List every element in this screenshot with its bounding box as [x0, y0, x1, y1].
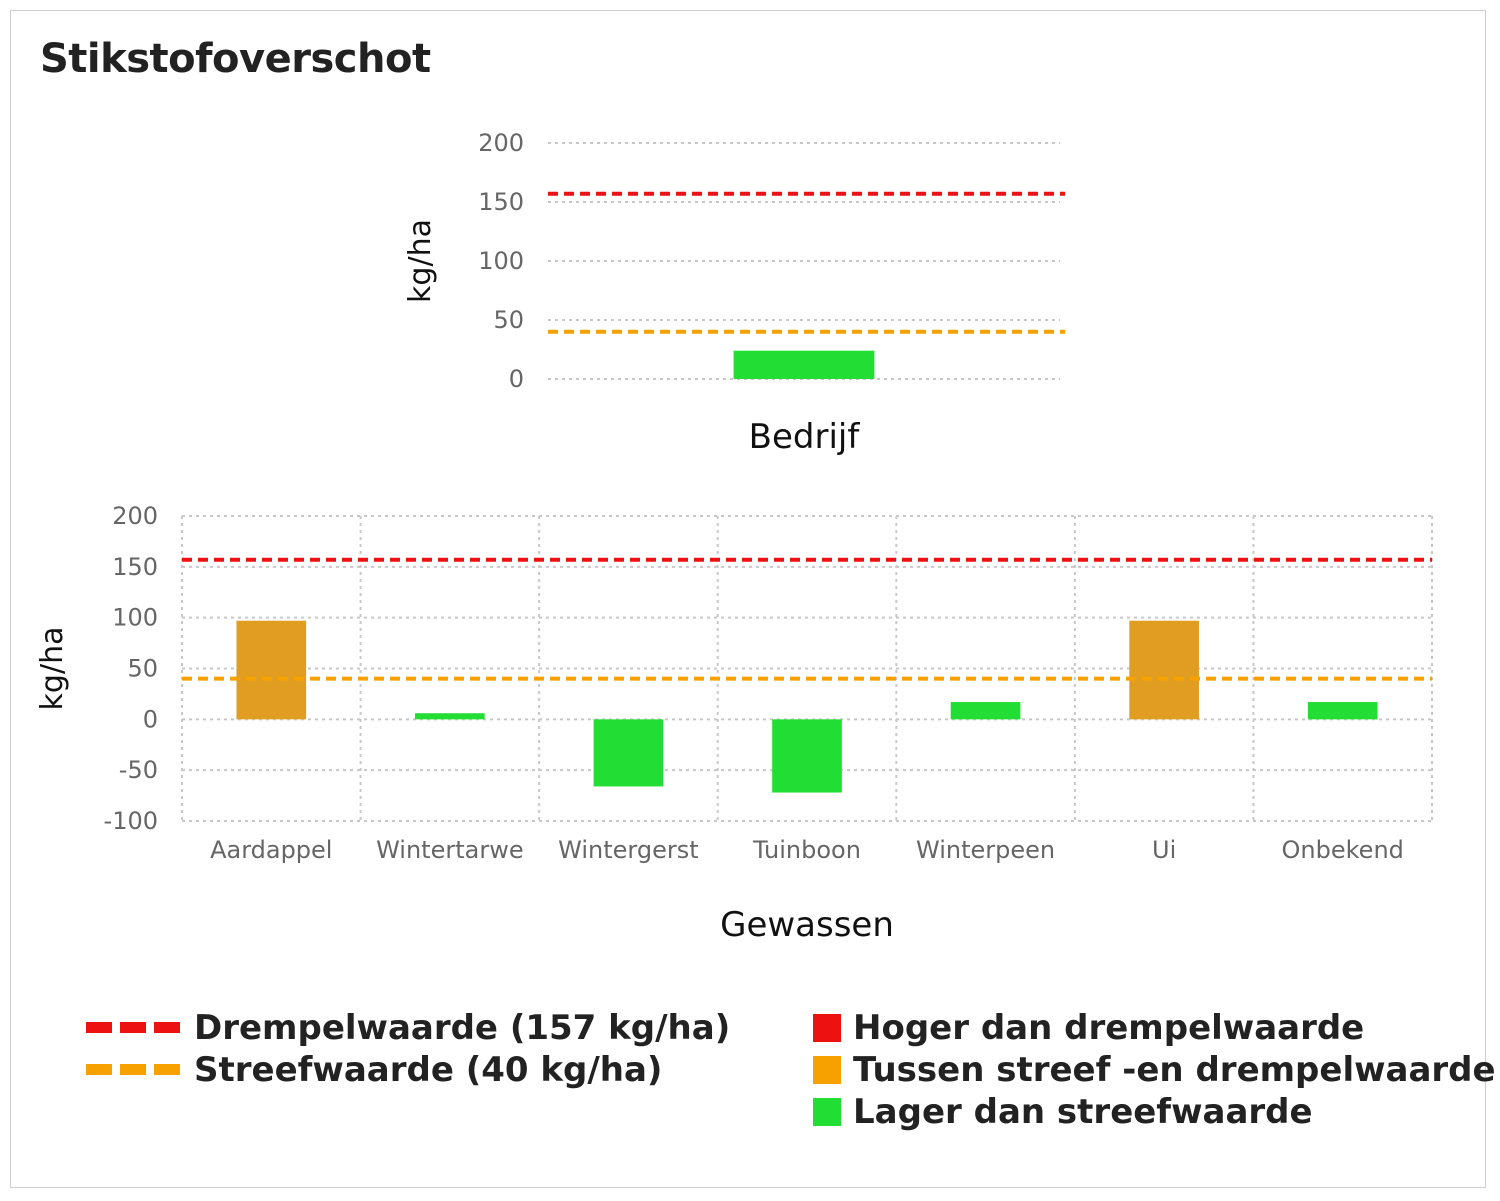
x-tick-label: Wintergerst — [558, 836, 698, 864]
legend-label-lager: Lager dan streefwaarde — [853, 1092, 1313, 1132]
x-tick-label: Winterpeen — [916, 836, 1055, 864]
y-tick-label: -50 — [119, 756, 158, 784]
bar-aardappel — [236, 620, 307, 720]
bar-winterpeen — [950, 702, 1021, 720]
x-tick-label: Aardappel — [210, 836, 332, 864]
y-tick-label: 0 — [143, 705, 158, 733]
bar-wintertarwe — [415, 713, 485, 720]
bar-bedrijf — [733, 350, 875, 379]
legend-label-streefwaarde: Streefwaarde (40 kg/ha) — [194, 1050, 663, 1090]
y-tick-label: -100 — [104, 807, 158, 835]
x-tick-label: Bedrijf — [749, 417, 861, 457]
y-tick-label: 150 — [112, 553, 158, 581]
y-tick-label: 50 — [493, 306, 524, 334]
page-title: Stikstofoverschot — [40, 36, 431, 82]
y-tick-label: 200 — [112, 502, 158, 530]
y-tick-label: 100 — [478, 247, 524, 275]
legend-label-drempelwaarde: Drempelwaarde (157 kg/ha) — [194, 1008, 731, 1048]
y-tick-label: 200 — [478, 129, 524, 157]
bar-wintergerst — [593, 719, 664, 787]
orange-swatch-icon — [813, 1056, 841, 1084]
chart-card — [10, 10, 1486, 1188]
x-tick-label: Wintertarwe — [376, 836, 524, 864]
y-axis-label: kg/ha — [403, 219, 438, 303]
y-tick-label: 100 — [112, 604, 158, 632]
orange-dash-line-icon — [86, 1064, 182, 1075]
bar-tuinboon — [772, 719, 842, 793]
red-swatch-icon — [813, 1014, 841, 1042]
y-tick-label: 0 — [509, 365, 524, 393]
bar-onbekend — [1307, 702, 1378, 720]
x-tick-label: Tuinboon — [752, 836, 861, 864]
legend-label-tussen: Tussen streef -en drempelwaarde — [853, 1050, 1496, 1090]
x-axis-label: Gewassen — [720, 905, 894, 945]
x-tick-label: Onbekend — [1282, 836, 1404, 864]
x-tick-label: Ui — [1152, 836, 1176, 864]
y-axis-label: kg/ha — [35, 627, 70, 711]
green-swatch-icon — [813, 1098, 841, 1126]
chart-bedrijf: 0 50 100 150 200 Bedrijf kg/ha — [403, 129, 1065, 457]
legend-label-hoger: Hoger dan drempelwaarde — [853, 1008, 1365, 1048]
y-tick-label: 50 — [127, 655, 158, 683]
y-tick-label: 150 — [478, 188, 524, 216]
red-dash-line-icon — [86, 1022, 182, 1033]
bar-ui — [1129, 620, 1199, 720]
